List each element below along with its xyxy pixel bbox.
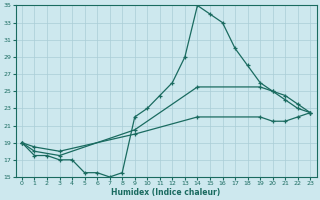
X-axis label: Humidex (Indice chaleur): Humidex (Indice chaleur) (111, 188, 221, 197)
